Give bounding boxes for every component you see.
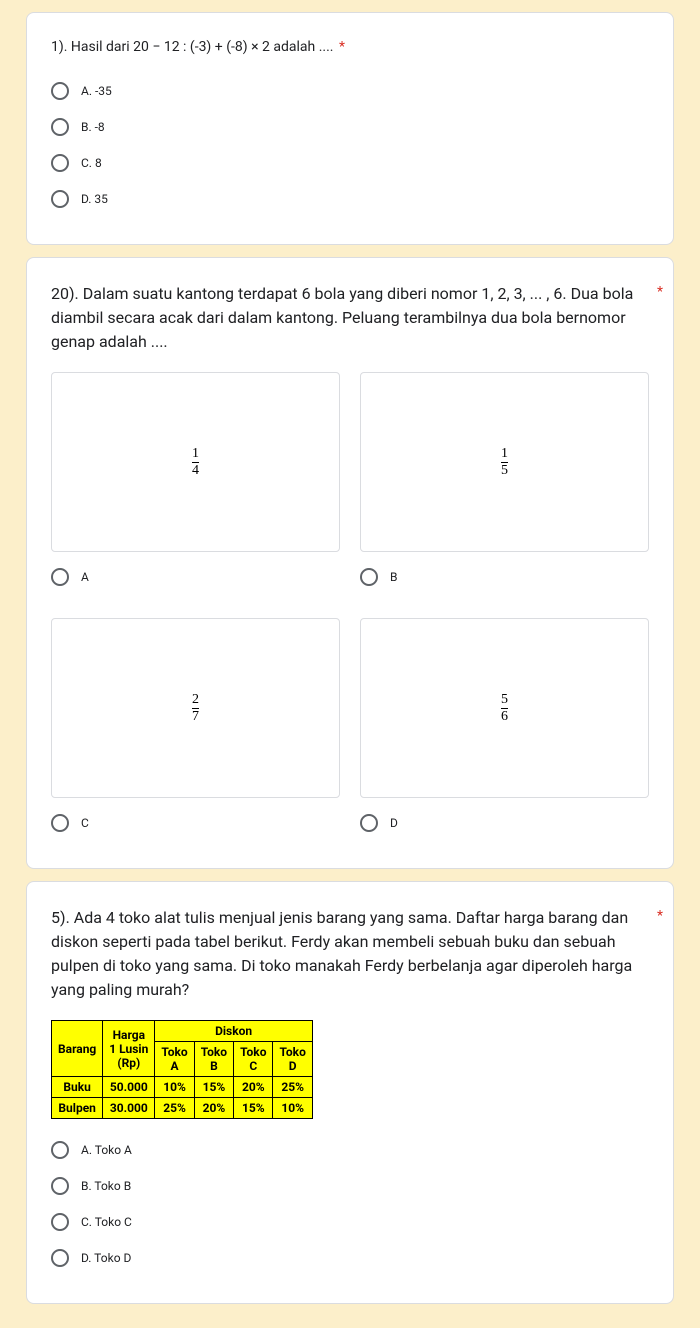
denominator: 4 bbox=[192, 463, 199, 478]
question-title: 20). Dalam suatu kantong terdapat 6 bola… bbox=[51, 282, 649, 354]
cell: 25% bbox=[155, 1098, 194, 1119]
option-row[interactable]: D. Toko D bbox=[51, 1243, 649, 1273]
fraction: 1 4 bbox=[192, 446, 199, 478]
numerator: 1 bbox=[501, 446, 508, 461]
option-label: C bbox=[81, 816, 89, 830]
option-label: C. 8 bbox=[81, 156, 102, 170]
harga-l1: Harga bbox=[113, 1028, 145, 1042]
harga-l3: (Rp) bbox=[117, 1056, 140, 1070]
question-card-2: 20). Dalam suatu kantong terdapat 6 bola… bbox=[26, 257, 674, 869]
cell: Buku bbox=[52, 1077, 103, 1098]
option-row[interactable]: C. 8 bbox=[51, 148, 649, 178]
option-row[interactable]: B. Toko B bbox=[51, 1171, 649, 1201]
harga-l2: 1 Lusin bbox=[109, 1042, 148, 1056]
image-option-b: 1 5 B bbox=[360, 372, 649, 598]
fraction: 2 7 bbox=[192, 692, 199, 724]
required-mark: * bbox=[657, 282, 663, 303]
radio-icon[interactable] bbox=[51, 1213, 69, 1231]
numerator: 1 bbox=[192, 446, 199, 461]
option-label: B. -8 bbox=[81, 120, 105, 134]
col-barang: Barang bbox=[52, 1021, 103, 1077]
question-text: 1). Hasil dari 20 − 12 : (-3) + (-8) × 2… bbox=[51, 39, 333, 55]
option-image: 1 4 bbox=[51, 372, 340, 552]
question-card-1: 1). Hasil dari 20 − 12 : (-3) + (-8) × 2… bbox=[26, 12, 674, 245]
cell: 25% bbox=[273, 1077, 312, 1098]
image-option-d: 5 6 D bbox=[360, 618, 649, 844]
radio-icon[interactable] bbox=[51, 190, 69, 208]
option-row[interactable]: A. -35 bbox=[51, 76, 649, 106]
image-option-grid: 1 4 A 1 5 B bbox=[51, 372, 649, 844]
price-table: Barang Harga 1 Lusin (Rp) Diskon TokoA T… bbox=[51, 1020, 313, 1119]
option-label: A. Toko A bbox=[81, 1143, 132, 1157]
radio-icon[interactable] bbox=[360, 568, 378, 586]
cell: 15% bbox=[194, 1077, 233, 1098]
denominator: 5 bbox=[501, 463, 508, 478]
option-label: A bbox=[81, 570, 89, 584]
option-label: D bbox=[390, 816, 398, 830]
option-label: B. Toko B bbox=[81, 1179, 131, 1193]
radio-icon[interactable] bbox=[51, 82, 69, 100]
table-row: Buku 50.000 10% 15% 20% 25% bbox=[52, 1077, 313, 1098]
cell: 15% bbox=[234, 1098, 273, 1119]
option-row[interactable]: D. 35 bbox=[51, 184, 649, 214]
col-harga: Harga 1 Lusin (Rp) bbox=[103, 1021, 155, 1077]
cell: 50.000 bbox=[103, 1077, 155, 1098]
question-text: 20). Dalam suatu kantong terdapat 6 bola… bbox=[51, 284, 633, 351]
denominator: 6 bbox=[501, 709, 508, 724]
option-row[interactable]: B. -8 bbox=[51, 112, 649, 142]
table-row: Bulpen 30.000 25% 20% 15% 10% bbox=[52, 1098, 313, 1119]
radio-icon[interactable] bbox=[360, 814, 378, 832]
option-label: C. Toko C bbox=[81, 1215, 132, 1229]
required-mark: * bbox=[657, 906, 663, 927]
col-toko-d: TokoD bbox=[273, 1042, 312, 1077]
option-image: 2 7 bbox=[51, 618, 340, 798]
option-row[interactable]: D bbox=[360, 808, 649, 838]
col-toko-a: TokoA bbox=[155, 1042, 194, 1077]
col-toko-b: TokoB bbox=[194, 1042, 233, 1077]
fraction: 5 6 bbox=[501, 692, 508, 724]
option-label: A. -35 bbox=[81, 84, 112, 98]
option-row[interactable]: B bbox=[360, 562, 649, 592]
image-option-c: 2 7 C bbox=[51, 618, 340, 844]
cell: Bulpen bbox=[52, 1098, 103, 1119]
denominator: 7 bbox=[192, 709, 199, 724]
cell: 10% bbox=[273, 1098, 312, 1119]
radio-icon[interactable] bbox=[51, 118, 69, 136]
question-text: 5). Ada 4 toko alat tulis menjual jenis … bbox=[51, 908, 632, 999]
radio-icon[interactable] bbox=[51, 1141, 69, 1159]
cell: 20% bbox=[234, 1077, 273, 1098]
radio-icon[interactable] bbox=[51, 154, 69, 172]
option-label: B bbox=[390, 570, 397, 584]
image-option-a: 1 4 A bbox=[51, 372, 340, 598]
fraction: 1 5 bbox=[501, 446, 508, 478]
option-row[interactable]: A. Toko A bbox=[51, 1135, 649, 1165]
numerator: 5 bbox=[501, 692, 508, 707]
cell: 20% bbox=[194, 1098, 233, 1119]
cell: 10% bbox=[155, 1077, 194, 1098]
required-mark: * bbox=[339, 39, 345, 55]
radio-icon[interactable] bbox=[51, 1177, 69, 1195]
table-header-row: Barang Harga 1 Lusin (Rp) Diskon bbox=[52, 1021, 313, 1042]
option-image: 1 5 bbox=[360, 372, 649, 552]
question-title: 1). Hasil dari 20 − 12 : (-3) + (-8) × 2… bbox=[51, 37, 649, 58]
option-row[interactable]: C. Toko C bbox=[51, 1207, 649, 1237]
col-diskon: Diskon bbox=[155, 1021, 313, 1042]
radio-icon[interactable] bbox=[51, 568, 69, 586]
numerator: 2 bbox=[192, 692, 199, 707]
option-row[interactable]: C bbox=[51, 808, 340, 838]
col-toko-c: TokoC bbox=[234, 1042, 273, 1077]
option-image: 5 6 bbox=[360, 618, 649, 798]
option-label: D. 35 bbox=[81, 192, 108, 206]
radio-icon[interactable] bbox=[51, 814, 69, 832]
question-title: 5). Ada 4 toko alat tulis menjual jenis … bbox=[51, 906, 649, 1002]
cell: 30.000 bbox=[103, 1098, 155, 1119]
radio-icon[interactable] bbox=[51, 1249, 69, 1267]
question-card-3: 5). Ada 4 toko alat tulis menjual jenis … bbox=[26, 881, 674, 1304]
option-label: D. Toko D bbox=[81, 1251, 131, 1265]
option-row[interactable]: A bbox=[51, 562, 340, 592]
